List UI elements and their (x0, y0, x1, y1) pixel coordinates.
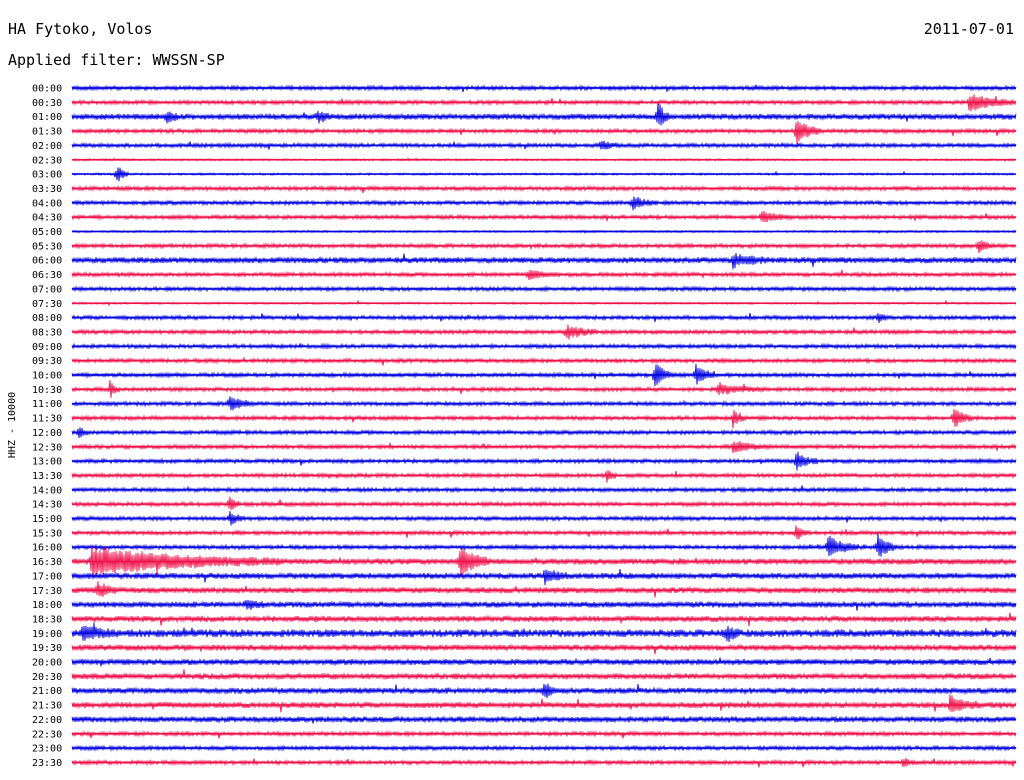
trace-line (71, 470, 1017, 483)
trace-line (71, 533, 1017, 557)
trace-line (71, 240, 1017, 254)
time-label: 20:30 (32, 672, 62, 683)
trace-line (71, 568, 1017, 586)
time-label: 18:30 (32, 614, 62, 625)
station-title: HA Fytoko, Volos (8, 20, 153, 38)
time-label: 06:00 (32, 256, 62, 267)
trace-line (71, 581, 1017, 598)
time-label: 10:30 (32, 385, 62, 396)
time-label: 12:00 (32, 428, 62, 439)
time-label: 17:30 (32, 586, 62, 597)
time-label: 04:00 (32, 198, 62, 209)
time-label: 15:00 (32, 514, 62, 525)
time-label: 10:00 (32, 371, 62, 382)
time-label: 18:00 (32, 600, 62, 611)
trace-line (71, 485, 1017, 494)
trace-line (71, 103, 1017, 126)
time-label: 08:00 (32, 313, 62, 324)
time-label: 21:00 (32, 686, 62, 697)
time-label: 16:30 (32, 557, 62, 568)
trace-line (71, 409, 1017, 429)
time-label: 01:30 (32, 127, 62, 138)
trace-line (71, 342, 1017, 351)
time-label: 03:30 (32, 184, 62, 195)
time-label: 07:30 (32, 299, 62, 310)
time-label: 07:00 (32, 284, 62, 295)
time-label: 01:00 (32, 112, 62, 123)
trace-line (71, 669, 1017, 681)
time-label: 05:00 (32, 227, 62, 238)
trace-line (71, 730, 1017, 739)
time-label: 08:30 (32, 327, 62, 338)
time-label: 13:30 (32, 471, 62, 482)
time-label: 23:00 (32, 744, 62, 755)
trace-line (71, 622, 1017, 643)
trace-line (71, 120, 1017, 145)
time-label: 06:30 (32, 270, 62, 281)
time-label-group: 00:00 00:30 01:00 01:30 02:00 02:30 03:00 03:30… (32, 84, 62, 769)
time-label: 02:00 (32, 141, 62, 152)
time-label: 23:30 (32, 758, 62, 769)
trace-group (71, 84, 1017, 768)
trace-line (71, 496, 1017, 511)
trace-line (71, 643, 1017, 655)
time-label: 11:30 (32, 414, 62, 425)
time-label: 22:30 (32, 729, 62, 740)
time-label: 12:30 (32, 442, 62, 453)
time-label: 17:00 (32, 571, 62, 582)
time-label: 21:30 (32, 701, 62, 712)
time-label: 04:30 (32, 213, 62, 224)
trace-line (71, 252, 1017, 270)
date-label: 2011-07-01 (923, 20, 1014, 38)
trace-line (71, 184, 1017, 194)
time-label: 09:30 (32, 356, 62, 367)
time-label: 22:00 (32, 715, 62, 726)
time-label: 13:00 (32, 457, 62, 468)
time-label: 03:00 (32, 170, 62, 181)
time-label: 14:30 (32, 500, 62, 511)
time-label: 19:00 (32, 629, 62, 640)
time-label: 14:00 (32, 485, 62, 496)
time-label: 05:30 (32, 241, 62, 252)
trace-line (71, 356, 1017, 366)
time-label: 02:30 (32, 155, 62, 166)
trace-line (71, 599, 1017, 611)
time-label: 20:00 (32, 658, 62, 669)
time-label: 09:00 (32, 342, 62, 353)
channel-label: HHZ - 10000 (7, 392, 18, 458)
time-label: 11:00 (32, 399, 62, 410)
time-label: 19:30 (32, 643, 62, 654)
time-label: 16:00 (32, 543, 62, 554)
filter-label: Applied filter: WWSSN-SP (8, 51, 225, 69)
trace-line (71, 694, 1017, 713)
time-label: 15:30 (32, 528, 62, 539)
time-label: 00:30 (32, 98, 62, 109)
time-label: 00:00 (32, 84, 62, 95)
trace-line (71, 324, 1017, 340)
